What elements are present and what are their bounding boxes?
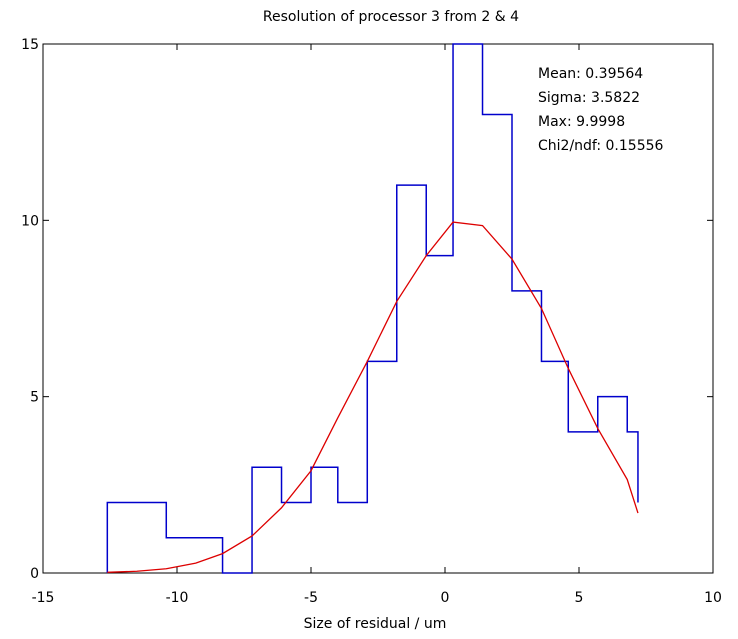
y-tick-label: 0 [30, 566, 39, 582]
stats-line: Sigma: 3.5822 [538, 90, 640, 106]
stats-line: Mean: 0.39564 [538, 66, 643, 82]
stats-box: Mean: 0.39564 Sigma: 3.5822 Max: 9.9998 Chi… [538, 66, 664, 154]
x-tick-label: 0 [441, 590, 450, 606]
x-axis-label: Size of residual / um [304, 616, 447, 632]
x-tick-label: -15 [32, 590, 55, 606]
plot-frame [42, 43, 714, 574]
stats-line: Chi2/ndf: 0.15556 [538, 138, 664, 154]
x-tick-label: 5 [575, 590, 584, 606]
fit-curve [107, 221, 639, 573]
fit-curve-group [107, 221, 639, 573]
y-tick-label: 15 [21, 37, 39, 53]
chart-title: Resolution of processor 3 from 2 & 4 [263, 9, 519, 25]
x-tick-label: -5 [304, 590, 318, 606]
y-tick-label: 10 [21, 213, 39, 229]
x-tick-label: -10 [166, 590, 189, 606]
y-tick-label: 5 [30, 390, 39, 406]
x-tick-label: 10 [704, 590, 722, 606]
histogram-series [106, 43, 639, 574]
x-axis: -15 -10 -5 0 5 10 [32, 44, 722, 606]
y-axis: 0 5 10 15 [21, 37, 713, 582]
stats-line: Max: 9.9998 [538, 114, 625, 130]
